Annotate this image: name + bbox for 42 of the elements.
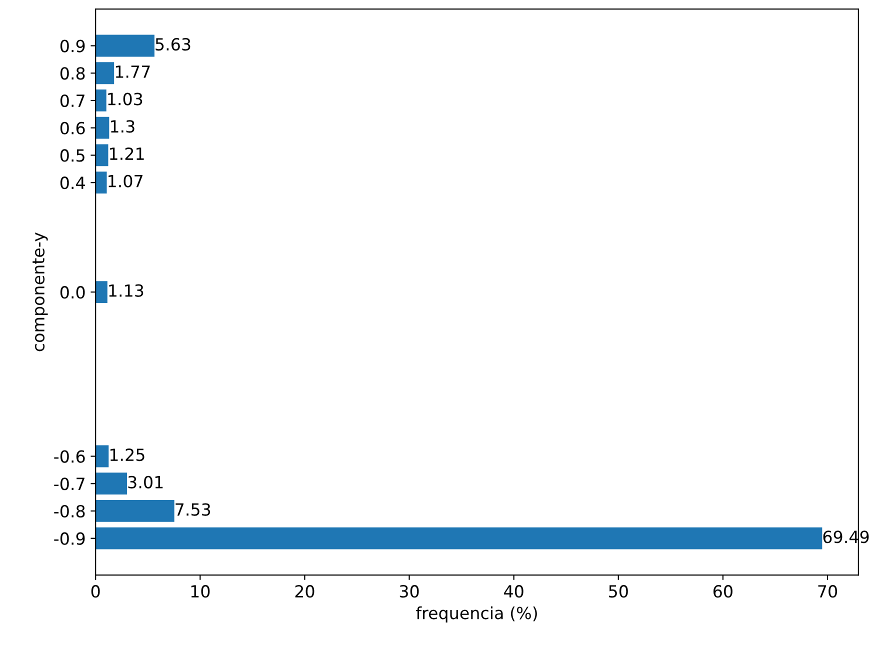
- bar: [96, 472, 128, 495]
- bar: [96, 144, 108, 166]
- x-tick-label: 70: [818, 585, 837, 598]
- bar: [96, 90, 106, 112]
- data-label: 1.13: [109, 284, 144, 297]
- y-tick-label: 0.4: [60, 176, 85, 190]
- y-tick-label: -0.9: [54, 532, 85, 545]
- data-label: 1.3: [111, 120, 134, 133]
- y-tick-label: 0.9: [60, 40, 85, 52]
- data-label: 1.07: [108, 174, 142, 188]
- bar: [96, 172, 107, 194]
- x-tick-label: 40: [504, 585, 524, 598]
- y-tick-label: 0.5: [60, 149, 84, 162]
- data-label: 1.77: [116, 66, 150, 78]
- bar: [96, 445, 109, 468]
- bar: [96, 281, 108, 303]
- y-tick-label: -0.7: [54, 478, 84, 490]
- bar: [96, 527, 822, 550]
- bar: [96, 62, 114, 84]
- y-tick-label: 0.8: [60, 67, 85, 80]
- x-axis-title: frequencia (%): [416, 606, 537, 623]
- x-tick-label: 60: [714, 585, 732, 598]
- bar: [96, 500, 174, 522]
- y-tick-label: -0.6: [54, 450, 85, 463]
- y-tick-label: -0.8: [54, 504, 85, 518]
- data-label: 1.03: [108, 92, 142, 106]
- y-tick-label: 0.7: [60, 94, 84, 108]
- y-tick-label: 0.6: [60, 122, 85, 134]
- bar: [96, 34, 154, 57]
- x-tick-label: 10: [191, 585, 210, 598]
- data-label: 3.01: [128, 476, 163, 488]
- x-tick-label: 30: [400, 585, 419, 598]
- bar: [96, 116, 110, 139]
- y-tick-label: 0.0: [60, 286, 85, 299]
- data-label: 1.21: [110, 147, 144, 160]
- x-tick-label: 50: [609, 585, 628, 598]
- data-label: 1.25: [110, 448, 144, 462]
- x-tick-label: 0: [91, 585, 100, 598]
- data-label: 7.53: [176, 503, 210, 516]
- y-axis-title: componente-y: [32, 232, 48, 352]
- x-tick-label: 20: [295, 585, 314, 598]
- data-label: 5.63: [156, 38, 190, 51]
